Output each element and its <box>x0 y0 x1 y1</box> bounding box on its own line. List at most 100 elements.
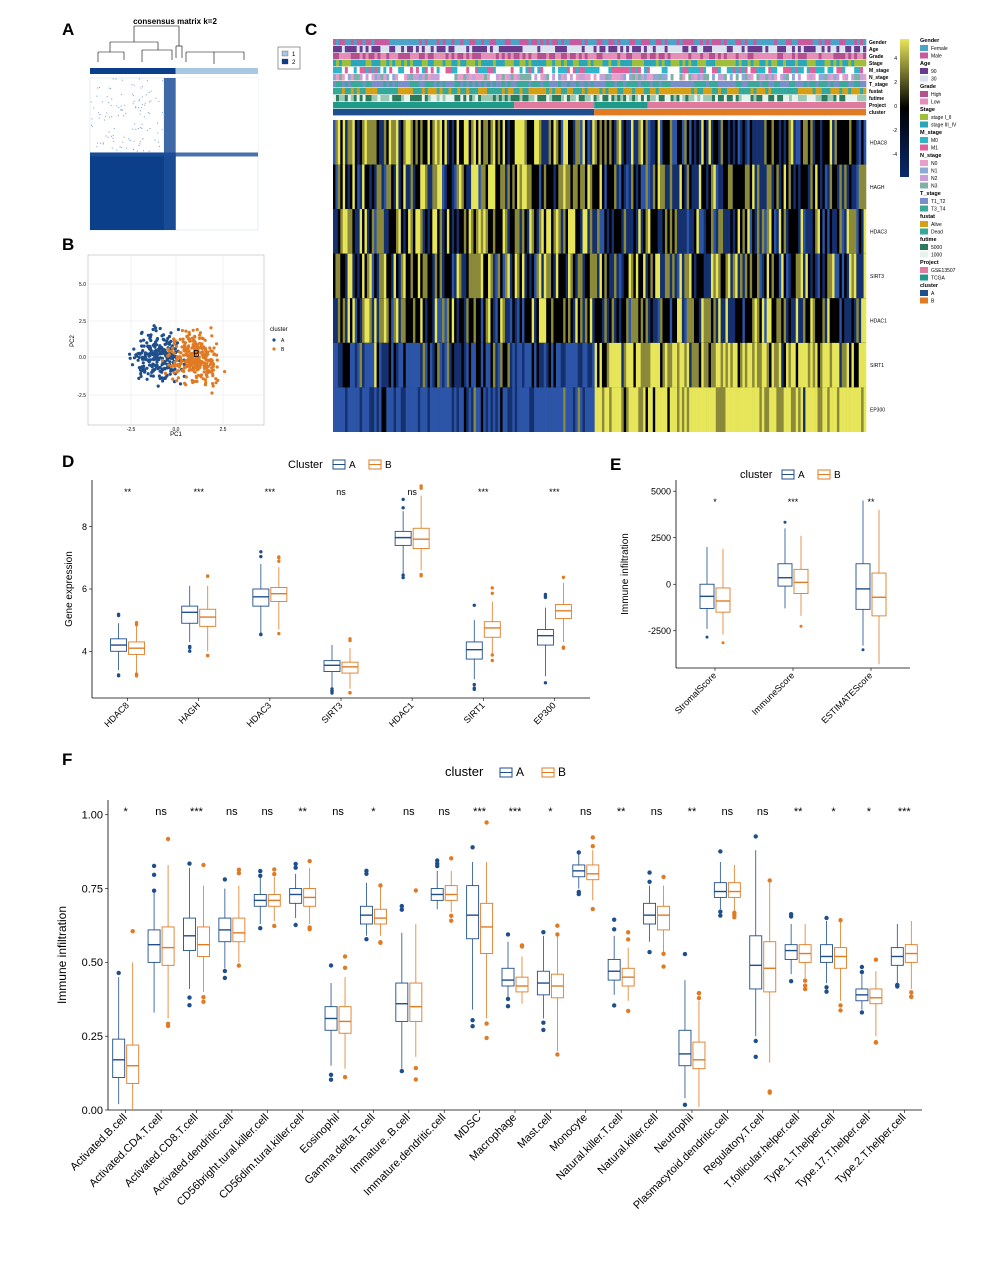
annotation-cell <box>744 60 748 67</box>
heatmap-cell <box>618 298 622 343</box>
annotation-cell <box>558 39 562 46</box>
annotation-cell <box>537 88 541 95</box>
box-outlier <box>277 631 281 636</box>
annotation-cell <box>732 67 737 74</box>
annotation-cell <box>694 39 698 46</box>
heatmap-cell <box>524 253 528 299</box>
annotation-legend-swatch <box>920 175 928 181</box>
annotation-cell <box>578 74 583 81</box>
pca-point-a <box>158 326 162 331</box>
annotation-cell <box>398 95 402 102</box>
heatmap-cell <box>548 164 552 210</box>
heatmap-cell <box>458 253 462 299</box>
heatmap-cell <box>410 253 414 299</box>
heatmap-cell <box>616 209 620 254</box>
annotation-cell <box>590 46 594 53</box>
annotation-cell <box>714 39 719 46</box>
annotation-cell <box>561 67 565 74</box>
heatmap-cell <box>587 120 591 165</box>
annotation-cell <box>673 81 677 88</box>
consensus-speck <box>128 138 130 140</box>
annotation-legend-label: T1_T2 <box>931 199 946 205</box>
heatmap-cell <box>398 298 402 343</box>
heatmap-cell <box>822 253 826 299</box>
annotation-cell <box>697 53 701 60</box>
heatmap-cell <box>572 164 576 210</box>
annotation-cell <box>593 88 597 95</box>
heatmap-cell <box>471 209 474 254</box>
significance-label: *** <box>193 487 204 497</box>
heatmap-cell <box>633 164 637 210</box>
pca-point-b <box>211 384 215 388</box>
box-outlier <box>625 1008 631 1014</box>
annotation-cell <box>812 67 816 74</box>
heatmap-cell <box>660 387 663 432</box>
annotation-cell <box>341 81 346 88</box>
annotation-cell <box>475 60 479 67</box>
heatmap-cell <box>635 298 639 343</box>
annotation-cell <box>401 88 405 95</box>
annotation-cell <box>738 60 742 67</box>
annotation-cell <box>673 74 677 81</box>
heatmap-cell <box>335 387 339 432</box>
heatmap-cell <box>483 164 486 210</box>
annotation-cell <box>661 46 665 53</box>
annotation-cell <box>712 39 716 46</box>
pca-point-a <box>142 344 146 348</box>
heatmap-cell <box>495 298 499 343</box>
annotation-cell <box>729 88 734 95</box>
annotation-cell <box>632 88 636 95</box>
heatmap-cell <box>611 342 615 388</box>
annotation-cell <box>371 88 375 95</box>
heatmap-cell <box>681 387 685 432</box>
consensus-speck <box>154 139 156 141</box>
heatmap-cell <box>369 298 373 343</box>
annotation-cell <box>602 39 606 46</box>
annotation-cell <box>806 88 811 95</box>
annotation-cell <box>575 39 580 46</box>
heatmap-cell <box>844 120 847 165</box>
annotation-cell <box>587 39 591 46</box>
heatmap-cell <box>645 342 649 388</box>
heatmap-cell <box>759 298 763 343</box>
annotation-cell <box>848 60 852 67</box>
heatmap-cell <box>536 209 540 254</box>
annotation-cell <box>623 74 627 81</box>
annotation-cell <box>472 74 476 81</box>
annotation-cell <box>691 67 695 74</box>
annotation-cell <box>454 39 458 46</box>
heatmap-cell <box>592 298 595 343</box>
heatmap-cell <box>720 209 724 254</box>
annotation-legend-swatch <box>920 45 928 51</box>
annotation-cell <box>341 88 346 95</box>
pca-point-a <box>141 361 145 365</box>
annotation-cell <box>830 88 834 95</box>
annotation-cell <box>830 67 834 74</box>
heatmap-cell <box>829 164 833 210</box>
annotation-cell <box>629 39 633 46</box>
annotation-cell <box>818 95 822 102</box>
heatmap-cell <box>810 387 813 432</box>
heatmap-cell <box>524 164 528 210</box>
pca-points <box>128 324 227 395</box>
annotation-cell <box>472 81 476 88</box>
annotation-cell <box>448 74 452 81</box>
box-outlier <box>116 674 121 678</box>
annotation-cell <box>338 88 343 95</box>
annotation-legend-label: N3 <box>931 184 938 190</box>
heatmap-cell <box>647 387 651 432</box>
annotation-cell <box>768 46 772 53</box>
box-outlier <box>519 943 525 948</box>
heatmap-cell <box>553 120 557 165</box>
heatmap-cell <box>643 253 646 299</box>
heatmap-cell <box>565 209 569 254</box>
heatmap-cell <box>398 209 402 254</box>
annotation-cell <box>412 39 417 46</box>
annotation-cell <box>637 46 642 53</box>
annotation-cell <box>389 67 393 74</box>
annotation-cell <box>475 74 479 81</box>
heatmap-cell <box>740 209 743 254</box>
box-outlier <box>116 970 121 976</box>
consensus-speck <box>141 96 143 98</box>
annotation-cell <box>395 88 399 95</box>
